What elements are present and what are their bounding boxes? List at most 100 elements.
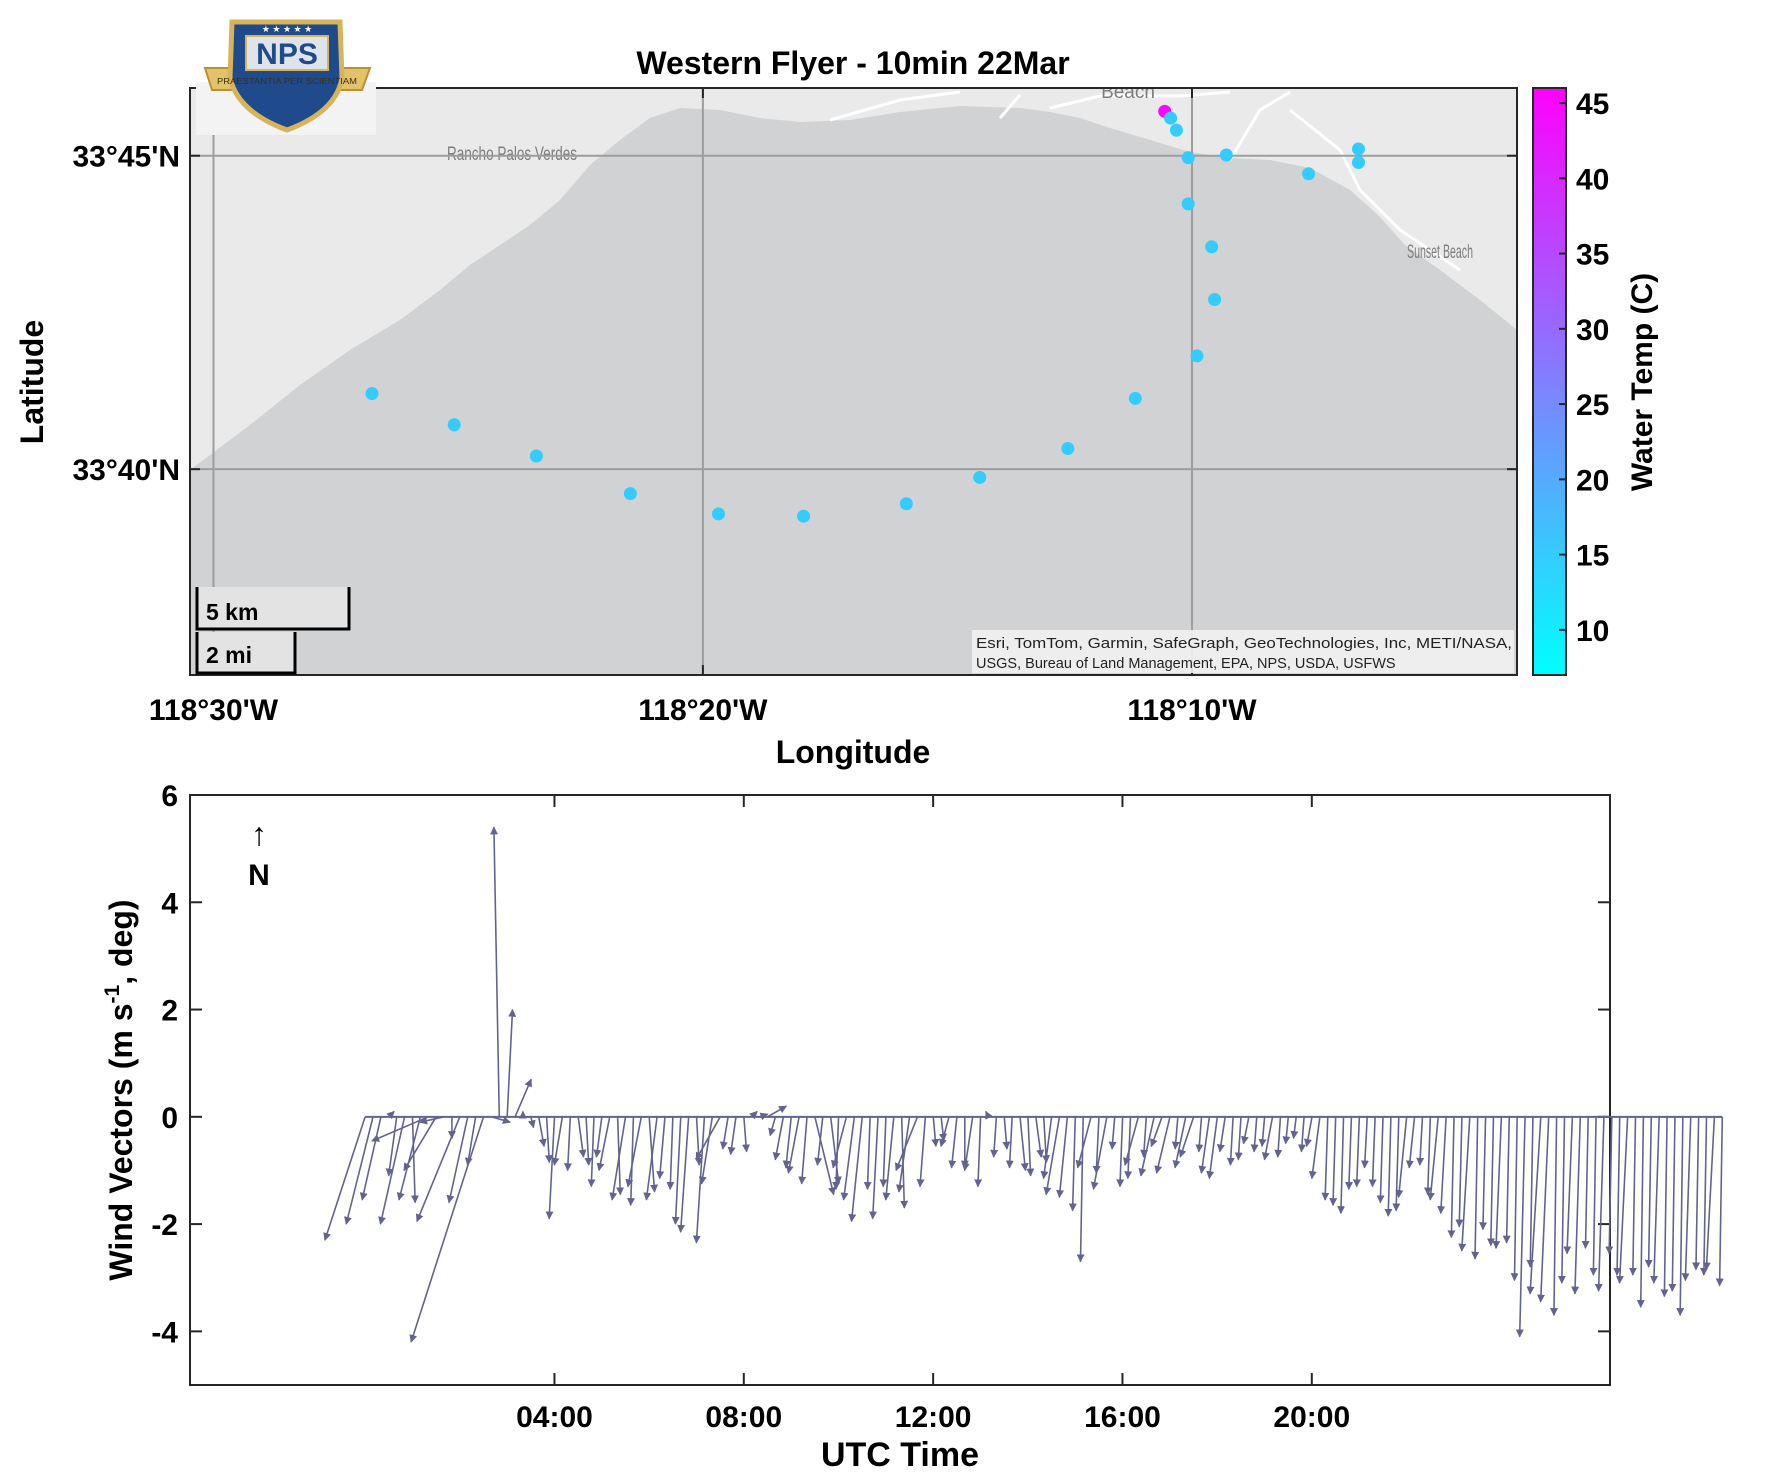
wind-vector <box>1426 1116 1440 1201</box>
attribution-line-2: USGS, Bureau of Land Management, EPA, NP… <box>976 656 1396 672</box>
wind-vector <box>1650 1116 1660 1284</box>
wind-vector <box>798 1116 808 1185</box>
wind-vector <box>1282 1116 1291 1145</box>
wind-vector <box>1076 1116 1085 1263</box>
wind-ytick-label: 4 <box>161 887 178 920</box>
wind-vector <box>625 1116 643 1188</box>
colorbar-tick-label: 10 <box>1576 615 1609 648</box>
map-ticks: 118°30'W 118°20'W 118°10'W 33°45'N 33°40'N <box>72 88 1517 727</box>
wind-vector <box>1198 1116 1211 1174</box>
map-data-point <box>899 497 913 511</box>
wind-vector <box>1075 1116 1092 1169</box>
wind-vector <box>577 1116 587 1158</box>
wind-vector <box>419 1116 445 1125</box>
wind-vector <box>961 1116 974 1172</box>
map-panel: Rancho Palos Verdes Beach Sunset Beach 1… <box>14 87 1659 770</box>
colorbar: 10 15 20 25 30 35 40 45 Water Temp (C) <box>1532 87 1659 676</box>
wind-vector <box>386 1110 395 1120</box>
wind-vector <box>1416 1116 1425 1166</box>
north-arrow-glyph: ↑ <box>251 816 267 852</box>
wind-vector <box>490 826 501 1117</box>
wind-vector <box>759 1112 769 1121</box>
basemap-roads <box>829 90 1461 272</box>
map-data-point <box>1181 197 1195 211</box>
map-data-point <box>1208 292 1222 306</box>
map-data-point <box>529 449 543 463</box>
map-data-point <box>1061 441 1075 455</box>
wind-vector <box>1526 1116 1542 1295</box>
map-points <box>365 104 1365 523</box>
wind-vector <box>1360 1116 1369 1169</box>
map-data-point <box>1302 167 1316 181</box>
wind-ylabel: Wind Vectors (m s-1, deg) <box>101 899 139 1280</box>
colorbar-label: Water Temp (C) <box>1626 273 1659 491</box>
wind-vector <box>1395 1116 1408 1199</box>
wind-vector <box>563 1116 572 1172</box>
map-data-point <box>1128 391 1142 405</box>
wind-vector <box>1308 1116 1321 1180</box>
wind-vector <box>829 1116 842 1185</box>
scale-bar-km: 5 km <box>206 599 258 625</box>
wind-vector <box>1002 1116 1011 1150</box>
wind-vector <box>1108 1116 1117 1150</box>
wind-vector <box>514 1078 532 1118</box>
map-data-point <box>797 509 811 523</box>
north-arrow-label: N <box>248 859 270 892</box>
wind-vector <box>985 1110 993 1120</box>
wind-axes-box <box>189 794 1611 1386</box>
wind-vector <box>544 1116 553 1164</box>
colorbar-ticks: 10 15 20 25 30 35 40 45 <box>1559 88 1609 648</box>
map-data-point <box>1205 240 1219 254</box>
wind-vector <box>1005 1116 1014 1169</box>
wind-vector <box>831 1116 848 1169</box>
colorbar-tick-label: 25 <box>1576 389 1609 422</box>
wind-vector <box>1615 1116 1629 1284</box>
wind-vector <box>609 1116 627 1201</box>
wind-vector <box>1681 1116 1692 1282</box>
wind-vector <box>1329 1116 1338 1207</box>
wind-vector <box>1297 1116 1306 1153</box>
wind-vector <box>1536 1116 1550 1303</box>
wind-xtick-label: 12:00 <box>895 1401 972 1434</box>
wind-vector <box>772 1116 785 1161</box>
wind-ylabel-exponent: -1 <box>101 984 124 1003</box>
wind-vector <box>1172 1116 1187 1169</box>
map-xtick-label: 118°30'W <box>149 694 279 727</box>
map-data-point <box>1169 123 1183 137</box>
wind-vector <box>768 1116 777 1137</box>
map-data-point <box>1190 349 1204 363</box>
wind-vector <box>587 1116 596 1188</box>
wind-vector <box>344 1116 374 1225</box>
wind-vector <box>1447 1116 1456 1239</box>
wind-ticks: 04:00 08:00 12:00 16:00 20:00 -4 -2 0 2 4 6 <box>151 780 1610 1434</box>
wind-vector <box>719 1116 729 1150</box>
wind-vector <box>537 1116 547 1148</box>
wind-vector <box>916 1116 927 1188</box>
attribution-line-1: Esri, TomTom, Garmin, SafeGraph, GeoTech… <box>976 636 1512 652</box>
wind-vector <box>974 1116 983 1188</box>
wind-vector <box>415 1116 461 1223</box>
logo-text: NPS <box>256 38 318 71</box>
wind-vector <box>894 1116 919 1172</box>
wind-vector <box>396 1116 422 1201</box>
wind-vector <box>1368 1116 1377 1188</box>
wind-vector <box>1250 1116 1259 1153</box>
wind-vector <box>506 1008 517 1117</box>
wind-vector <box>1258 1116 1267 1148</box>
wind-vector <box>323 1116 366 1241</box>
wind-vector <box>1261 1116 1274 1161</box>
wind-vector <box>1140 1116 1149 1158</box>
map-ytick-label: 33°45'N <box>72 141 180 174</box>
logo-plaque <box>245 35 329 71</box>
wind-vector <box>1563 1116 1574 1255</box>
wind-vector <box>1594 1116 1605 1292</box>
wind-vector <box>1668 1116 1677 1292</box>
wind-vector <box>1423 1116 1432 1196</box>
wind-vector <box>1589 1116 1598 1276</box>
scale-bar-mi: 2 mi <box>206 642 252 668</box>
wind-vector <box>1274 1116 1283 1158</box>
wind-vector <box>1345 1116 1354 1191</box>
wind-vector <box>656 1116 666 1180</box>
wind-vector <box>1116 1116 1125 1188</box>
